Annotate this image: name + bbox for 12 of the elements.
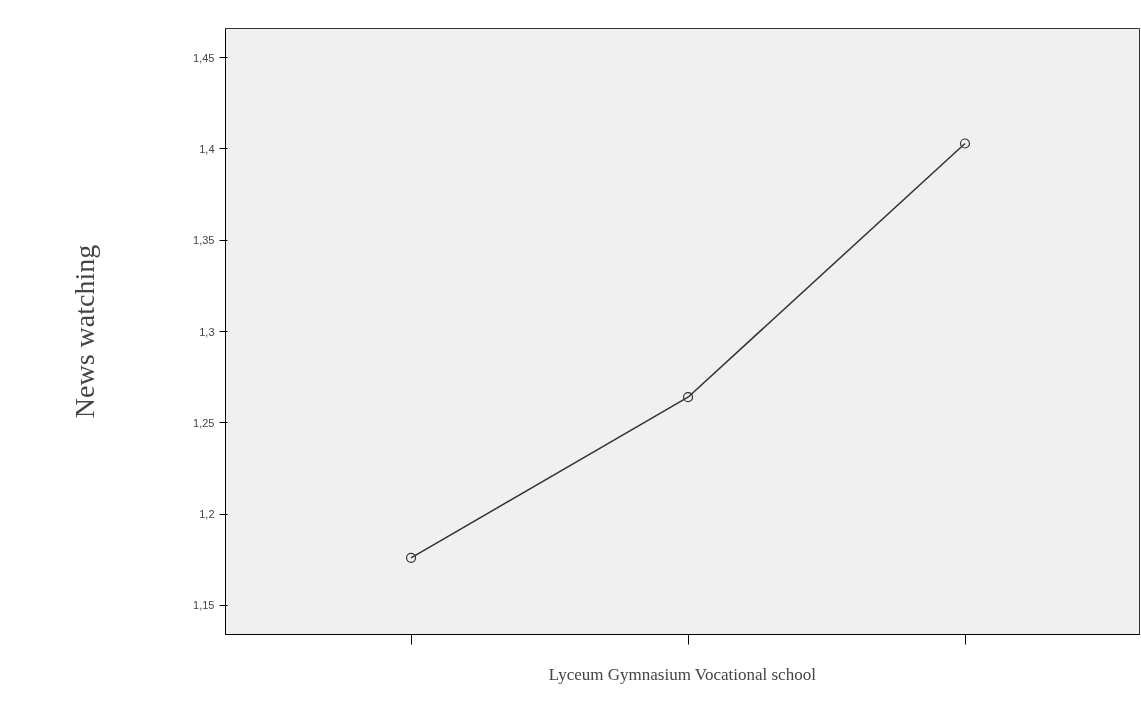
y-tick-label: 1,2 (199, 508, 215, 521)
point (405, 552, 417, 563)
y-axis-title: News watching (69, 244, 101, 419)
point (682, 392, 694, 403)
point (959, 138, 971, 149)
y-tick-label: 1,4 (199, 142, 215, 155)
x-axis-title: Lyceum Gymnasium Vocational school (548, 664, 817, 684)
y-tick-label: 1,45 (193, 51, 215, 64)
y-tick-label: 1,35 (193, 234, 215, 247)
y-tick-label: 1,25 (193, 416, 215, 429)
y-tick-label: 1,3 (199, 325, 215, 338)
y-tick-label: 1,15 (193, 599, 215, 612)
